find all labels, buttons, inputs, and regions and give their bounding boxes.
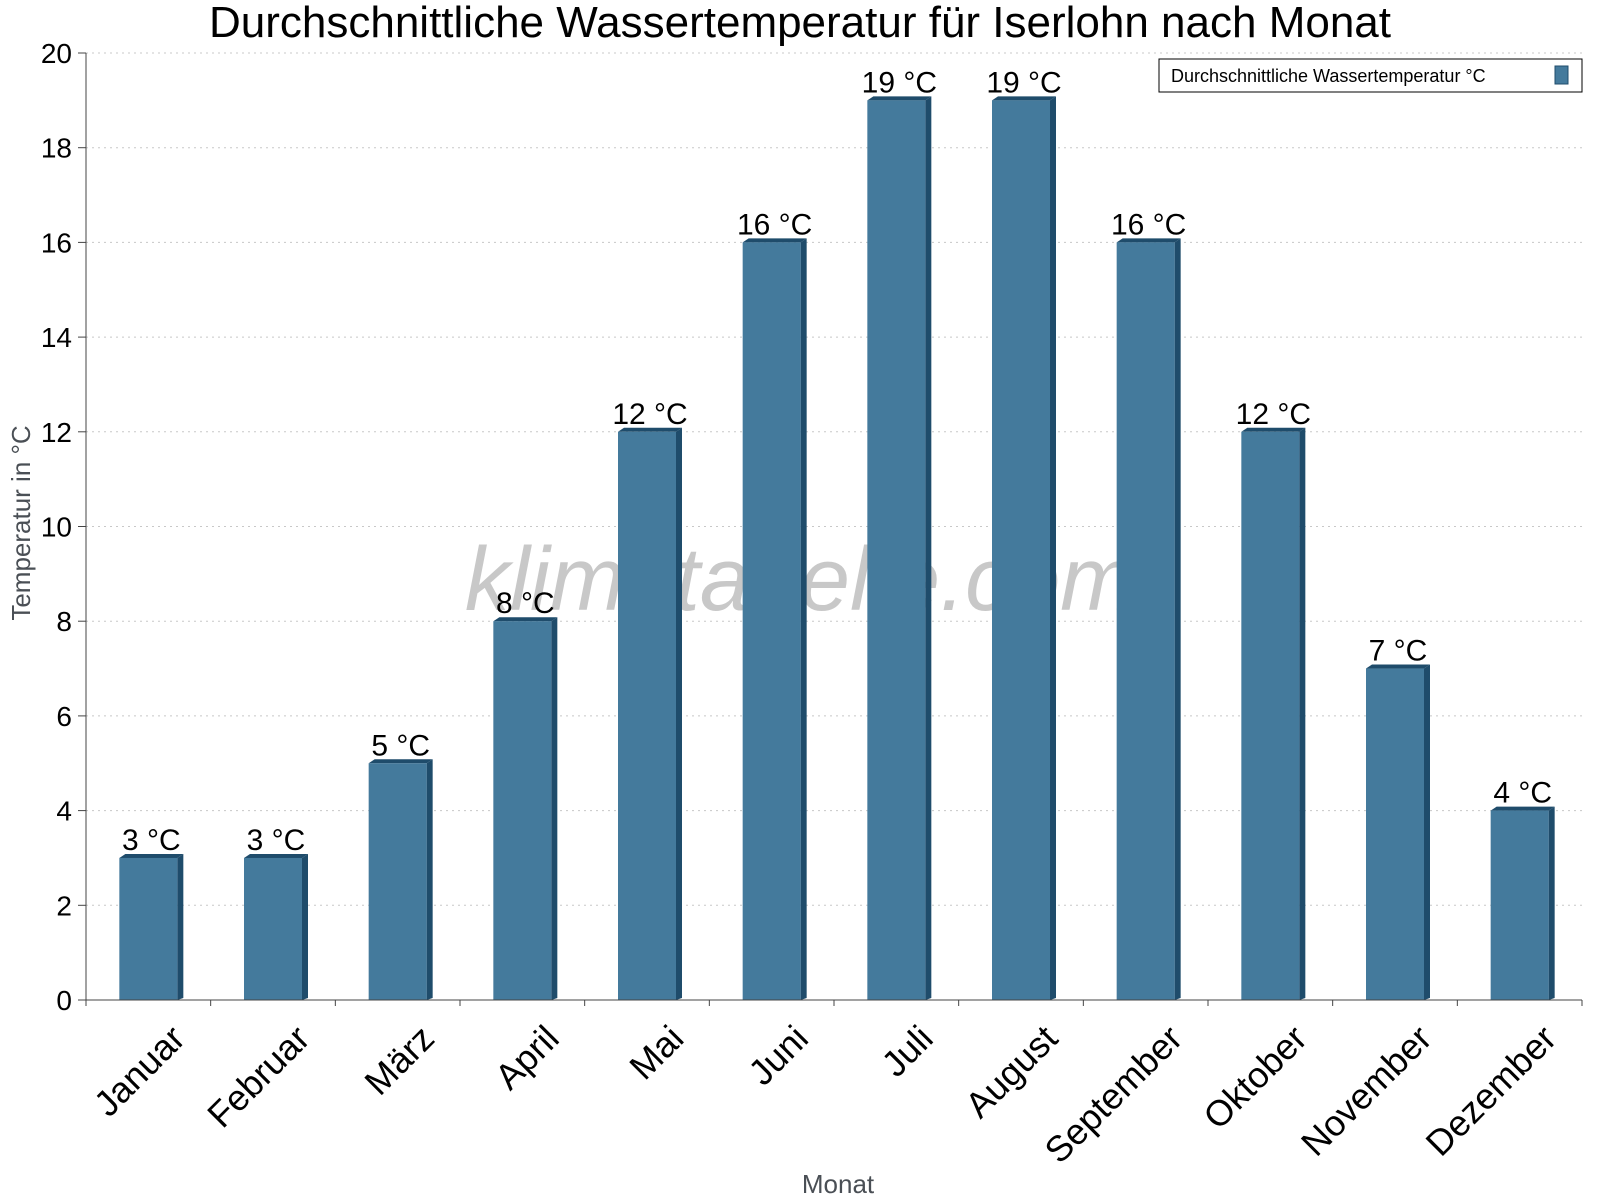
data-label: 19 °C [986, 66, 1061, 99]
y-tick-label: 14 [41, 322, 72, 353]
data-label: 8 °C [496, 587, 555, 620]
bar-top [742, 238, 807, 243]
legend-box [1158, 58, 1583, 93]
legend-label: Durchschnittliche Wassertemperatur °C [1171, 66, 1486, 86]
y-tick-label: 18 [41, 133, 72, 164]
legend-swatch [1554, 65, 1569, 85]
bar [1116, 242, 1175, 1000]
bar-side [1174, 238, 1181, 1000]
x-tick-label: Januar [86, 1017, 193, 1124]
y-tick-label: 4 [56, 796, 72, 827]
bar-top [618, 427, 682, 432]
bar-top [119, 853, 184, 858]
data-label: 3 °C [247, 824, 306, 857]
bar-side [1050, 96, 1056, 1001]
bar-top [867, 96, 932, 101]
x-axis-title: Monat [802, 1169, 875, 1199]
data-label: 12 °C [612, 398, 687, 431]
y-tick-label: 2 [56, 890, 72, 921]
bar-side [1299, 427, 1306, 1000]
bar-side [551, 617, 558, 1000]
x-tick-label: Juli [873, 1017, 940, 1084]
x-tick-label: März [356, 1017, 442, 1103]
bar [618, 431, 676, 1000]
data-label: 4 °C [1493, 777, 1552, 810]
y-tick-label: 12 [41, 417, 72, 448]
data-label: 12 °C [1236, 398, 1311, 431]
y-tick-label: 8 [56, 606, 72, 637]
y-tick-label: 20 [41, 38, 72, 69]
bar-side [302, 853, 308, 1000]
bar-top [368, 759, 433, 764]
bar-top [493, 617, 558, 622]
x-tick-label: Mai [621, 1017, 691, 1087]
y-axis-title: Temperatur in °C [6, 425, 36, 620]
bar-side [177, 853, 184, 1000]
x-tick-label: Dezember [1418, 1017, 1564, 1163]
bar [742, 242, 801, 1000]
bar [1490, 810, 1549, 1000]
bar-side [1424, 664, 1430, 1000]
bar-top [1116, 238, 1181, 243]
bar [119, 857, 178, 1000]
data-label: 16 °C [1111, 208, 1186, 241]
axes-layer: 0 2 4 6 8 10 12 14 16 18 20 [41, 38, 1583, 1016]
bar-side [426, 759, 433, 1000]
data-label: 16 °C [737, 208, 812, 241]
bar-side [676, 427, 682, 1000]
bar-top [1490, 806, 1555, 811]
bar-top [244, 853, 308, 858]
y-tick-label: 16 [41, 227, 72, 258]
chart-title: Durchschnittliche Wassertemperatur für I… [209, 0, 1391, 47]
x-tick-label: April [487, 1017, 567, 1097]
bar [992, 100, 1050, 1001]
data-label: 19 °C [862, 66, 937, 99]
bar [244, 857, 302, 1000]
bar [867, 100, 926, 1001]
legend: Durchschnittliche Wassertemperatur °C [1158, 58, 1583, 93]
bar [1241, 431, 1300, 1000]
data-label: 7 °C [1369, 635, 1428, 668]
x-tick-label: September [1036, 1017, 1190, 1171]
grid-layer [86, 52, 1582, 906]
bar-top [1241, 427, 1306, 432]
bar-side [800, 238, 807, 1000]
bar-side [925, 96, 932, 1001]
x-tick-label: August [957, 1017, 1065, 1125]
bar-side [1548, 806, 1555, 1000]
bar-top [1366, 664, 1430, 669]
x-tick-label: Oktober [1195, 1017, 1315, 1137]
bar [1366, 668, 1424, 1000]
x-tick-label: Februar [199, 1017, 317, 1135]
y-tick-label: 0 [56, 985, 72, 1016]
y-tick-label: 6 [56, 701, 72, 732]
y-tick-label: 10 [41, 512, 72, 543]
x-tick-label: November [1293, 1017, 1439, 1163]
data-label: 5 °C [371, 729, 430, 762]
bar [493, 621, 552, 1000]
bar [368, 763, 427, 1000]
x-tick-label: Juni [740, 1017, 816, 1093]
bar-top [992, 96, 1056, 101]
data-label: 3 °C [122, 824, 181, 857]
bars-layer [119, 96, 1555, 1001]
